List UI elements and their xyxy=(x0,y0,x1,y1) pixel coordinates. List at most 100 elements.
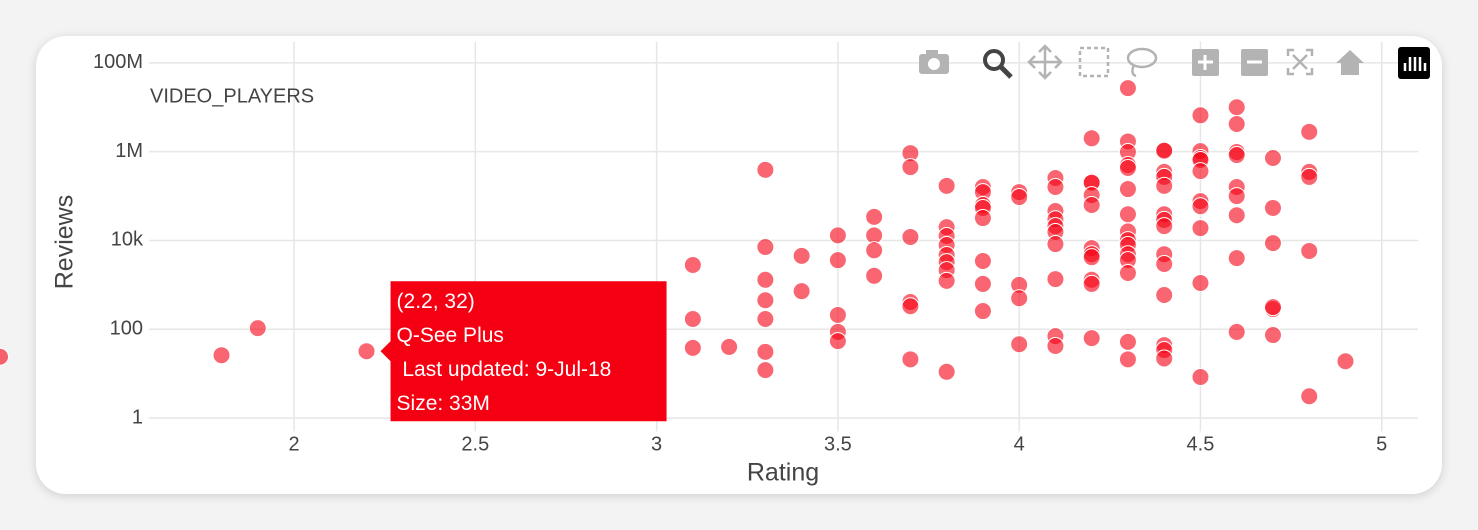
x-tick-label: 2 xyxy=(288,434,299,456)
point xyxy=(792,246,811,265)
point xyxy=(1227,115,1246,134)
point xyxy=(865,207,884,226)
tooltip-line: Last updated: 9-Jul-18 xyxy=(397,358,612,381)
tooltip-box xyxy=(380,281,667,422)
point xyxy=(1118,205,1137,224)
point xyxy=(901,297,920,316)
point xyxy=(1263,234,1282,253)
reset-button[interactable] xyxy=(1336,50,1364,75)
point xyxy=(1155,286,1174,305)
point xyxy=(212,346,231,365)
point xyxy=(1082,248,1101,267)
point xyxy=(1010,188,1029,207)
point xyxy=(1118,350,1137,369)
pan-button[interactable] xyxy=(1027,44,1063,80)
x-tick-label: 3 xyxy=(651,434,662,456)
point xyxy=(828,251,847,270)
grid xyxy=(149,41,1418,432)
tooltip-line: (2.2, 32) xyxy=(397,290,475,313)
point xyxy=(0,347,9,366)
point xyxy=(683,310,702,329)
y-tick-label: 10k xyxy=(111,229,144,251)
point xyxy=(973,302,992,321)
point xyxy=(901,350,920,369)
x-tick-label: 4 xyxy=(1014,434,1025,456)
point xyxy=(357,342,376,361)
point xyxy=(937,176,956,195)
point xyxy=(865,241,884,260)
point xyxy=(828,226,847,245)
point xyxy=(1227,322,1246,341)
box-select-button[interactable] xyxy=(1078,46,1110,78)
point xyxy=(1118,79,1137,98)
lasso-button[interactable] xyxy=(1126,47,1158,78)
point xyxy=(1336,352,1355,371)
point xyxy=(1227,187,1246,206)
point xyxy=(756,342,775,361)
point xyxy=(756,160,775,179)
zoom-out-button[interactable] xyxy=(1241,49,1268,76)
x-tick-label: 2.5 xyxy=(461,434,489,456)
point xyxy=(973,274,992,293)
point xyxy=(1300,241,1319,260)
point xyxy=(1263,326,1282,345)
camera-button[interactable] xyxy=(919,50,949,74)
point xyxy=(973,251,992,270)
point xyxy=(1300,122,1319,141)
point xyxy=(1046,235,1065,254)
point xyxy=(937,362,956,381)
plotly-logo[interactable] xyxy=(1398,47,1430,79)
point xyxy=(901,227,920,246)
point xyxy=(1227,249,1246,268)
y-axis-title: Reviews xyxy=(51,195,79,289)
point xyxy=(901,158,920,177)
point xyxy=(720,337,739,356)
point xyxy=(1155,141,1174,160)
point xyxy=(1118,180,1137,199)
points xyxy=(0,79,1355,406)
point xyxy=(1191,274,1210,293)
point xyxy=(937,271,956,290)
point xyxy=(1155,176,1174,195)
y-tick-label: 100 xyxy=(110,318,143,340)
tooltip-line: Size: 33M xyxy=(397,392,490,415)
point xyxy=(1191,162,1210,181)
point xyxy=(1300,167,1319,186)
point xyxy=(1046,336,1065,355)
point xyxy=(1227,206,1246,225)
point xyxy=(1082,274,1101,293)
point xyxy=(1227,98,1246,117)
point xyxy=(683,338,702,357)
point xyxy=(756,361,775,380)
point xyxy=(1300,387,1319,406)
point xyxy=(1010,335,1029,354)
x-axis-title: Rating xyxy=(747,459,819,487)
point xyxy=(1118,332,1137,351)
point xyxy=(1155,217,1174,236)
point xyxy=(756,310,775,329)
point xyxy=(248,319,267,338)
autoscale-button[interactable] xyxy=(1286,48,1314,76)
tooltip: (2.2, 32) Q-See Plus Last updated: 9-Jul-… xyxy=(380,281,667,422)
point xyxy=(1118,263,1137,282)
point xyxy=(973,209,992,228)
point xyxy=(1046,270,1065,289)
point xyxy=(1046,178,1065,197)
point xyxy=(1118,158,1137,177)
point xyxy=(1191,106,1210,125)
x-tick-label: 3.5 xyxy=(824,434,852,456)
point xyxy=(756,238,775,257)
tooltip-line: Q-See Plus xyxy=(397,324,504,347)
modebar xyxy=(919,44,1430,80)
y-tick-label: 1 xyxy=(132,406,143,428)
point xyxy=(1191,219,1210,238)
point xyxy=(1191,368,1210,387)
y-tick-label: 1M xyxy=(115,140,143,162)
zoom-in-button[interactable] xyxy=(1192,49,1219,76)
zoom-button[interactable] xyxy=(983,49,1013,79)
point xyxy=(1010,289,1029,308)
x-tick-label: 5 xyxy=(1376,434,1387,456)
point xyxy=(1263,149,1282,168)
